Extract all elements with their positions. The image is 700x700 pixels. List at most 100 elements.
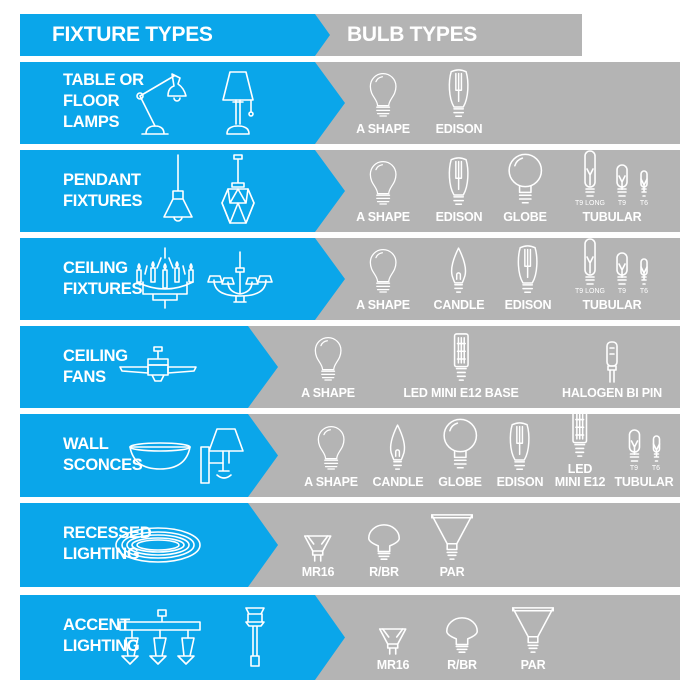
halogen-bulb-icon	[605, 340, 619, 384]
tubular-variant: T6	[651, 435, 661, 473]
bulb-candle: CANDLE	[434, 246, 485, 312]
fixture-types-header: FIXTURE TYPES	[20, 14, 330, 56]
par-bulb-icon	[429, 511, 475, 563]
bulb-label: PAR	[439, 565, 465, 579]
bulb-label: CANDLE	[372, 475, 424, 489]
bulb-label: EDISON	[496, 475, 544, 489]
bulb-led: LED MINI E12 BASE	[403, 332, 519, 400]
fixture-label: WALL SCONCES	[63, 435, 143, 474]
tubular-variant: T6	[639, 258, 649, 296]
chandelier-icon	[207, 251, 273, 306]
led-bulb-icon	[452, 332, 470, 384]
a-shape-bulb-icon	[367, 72, 399, 120]
bulb-edison: EDISON	[497, 421, 544, 489]
bulb-label: EDISON	[435, 210, 483, 224]
bulb-label: TUBULAR	[614, 475, 674, 489]
bulb-label: MR16	[376, 658, 410, 672]
tubular-bulbs-icon: T9 LONG T9 T6	[575, 150, 649, 208]
bulb-globe: GLOBE	[438, 417, 482, 489]
bulb-label: CANDLE	[433, 298, 485, 312]
bulb-label: A SHAPE	[301, 386, 355, 400]
fixture-label: CEILING FANS	[63, 347, 128, 386]
tubular-variant: T9	[615, 164, 629, 208]
variant-label: T9	[617, 200, 627, 207]
bulb-label: TUBULAR	[582, 210, 642, 224]
globe-bulb-icon	[441, 417, 479, 473]
fixture-types-title: FIXTURE TYPES	[52, 23, 213, 46]
bulb-candle: CANDLE	[373, 423, 424, 489]
candle-bulb-icon	[448, 246, 470, 296]
pendant-icon	[161, 154, 195, 227]
bulb-mr16: MR16	[376, 626, 410, 672]
bulb-edison: EDISON	[436, 68, 483, 136]
bulb-par: PAR	[429, 511, 475, 579]
bulb-label: LED MINI E12 BASE	[403, 386, 519, 400]
fixture-label: CEILING FIXTURES	[63, 259, 143, 298]
variant-label: T9 LONG	[575, 200, 605, 207]
bulb-label: LED MINI E12	[554, 462, 606, 489]
globe-bulb-icon	[506, 152, 544, 208]
fixture-panel	[20, 326, 278, 408]
ceiling-fan-icon	[118, 346, 198, 387]
bulb-par: PAR	[510, 604, 556, 672]
a-shape-bulb-icon	[315, 425, 347, 473]
par-bulb-icon	[510, 604, 556, 656]
path-light-icon	[242, 606, 268, 670]
br-bulb-icon	[366, 523, 402, 563]
bulb-label: EDISON	[435, 122, 483, 136]
edison-bulb-icon	[506, 421, 534, 473]
a-shape-bulb-icon	[367, 248, 399, 296]
recessed-light-icon	[114, 525, 202, 565]
fixture-panel	[20, 62, 345, 144]
bulb-br: R/BR	[366, 523, 402, 579]
bulb-a-shape: A SHAPE	[304, 425, 358, 489]
variant-label: T9	[629, 465, 639, 472]
variant-label: T6	[651, 465, 661, 472]
geometric-pendant-icon	[220, 154, 256, 227]
bulb-tubular: T9 LONG T9 T6 TUBULAR	[575, 150, 649, 224]
bulb-label: R/BR	[369, 565, 399, 579]
tubular-variant: T9	[615, 252, 629, 296]
fixture-label: PENDANT FIXTURES	[63, 171, 143, 210]
bulb-edison: EDISON	[505, 244, 552, 312]
bulb-label: A SHAPE	[356, 298, 410, 312]
bulb-label: HALOGEN BI PIN	[562, 386, 662, 400]
bowl-sconce-icon	[128, 439, 192, 473]
fixture-panel	[20, 238, 345, 320]
bulb-tubular: T9 LONG T9 T6 TUBULAR	[575, 238, 649, 312]
bulb-br: R/BR	[444, 616, 480, 672]
br-bulb-icon	[444, 616, 480, 656]
track-light-icon	[118, 608, 202, 666]
bulb-types-title: BULB TYPES	[347, 23, 478, 46]
bulb-a-shape: A SHAPE	[356, 160, 410, 224]
candle-bulb-icon	[387, 423, 409, 473]
fixture-label: TABLE OR FLOOR LAMPS	[63, 71, 144, 131]
desk-lamp-icon	[134, 70, 196, 136]
bulb-types-header: BULB TYPES	[315, 14, 582, 56]
bulb-tubular: T9 T6 TUBULAR	[614, 429, 674, 489]
variant-label: T9	[617, 288, 627, 295]
wall-sconce-icon	[199, 427, 245, 485]
bulb-panel	[315, 595, 680, 680]
variant-label: T6	[639, 200, 649, 207]
bulb-label: GLOBE	[438, 475, 482, 489]
bulb-label: TUBULAR	[582, 298, 642, 312]
mr16-bulb-icon	[303, 533, 333, 563]
fixture-label: ACCENT LIGHTING	[63, 616, 140, 655]
tubular-bulbs-icon: T9 T6	[627, 429, 661, 473]
mr16-bulb-icon	[378, 626, 408, 656]
bulb-label: A SHAPE	[304, 475, 358, 489]
fixture-panel	[20, 503, 278, 587]
led-bulb-icon	[571, 408, 589, 460]
floor-lamp-icon	[221, 70, 255, 136]
tubular-bulbs-icon: T9 LONG T9 T6	[575, 238, 649, 296]
bulb-label: A SHAPE	[356, 122, 410, 136]
a-shape-bulb-icon	[312, 336, 344, 384]
bulb-label: EDISON	[504, 298, 552, 312]
bulb-label: GLOBE	[503, 210, 547, 224]
bulb-a-shape: A SHAPE	[301, 336, 355, 400]
bulb-globe: GLOBE	[503, 152, 547, 224]
variant-label: T9 LONG	[575, 288, 605, 295]
variant-label: T6	[639, 288, 649, 295]
bulb-edison: EDISON	[436, 156, 483, 224]
